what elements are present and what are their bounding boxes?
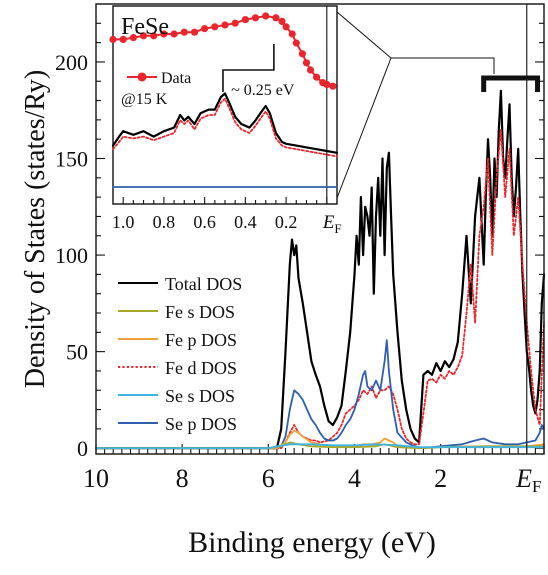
zoom-connector <box>336 11 541 199</box>
inset-data-point <box>323 80 331 88</box>
inset-data-point <box>221 21 229 29</box>
inset-data-point <box>272 14 280 22</box>
inset-x-tick-label: 0.8 <box>153 212 176 232</box>
connector-line-to-bracket <box>391 57 495 74</box>
x-tick-label: 8 <box>176 464 189 493</box>
x-tick-label: 4 <box>348 464 361 493</box>
main-plot-border <box>95 3 545 455</box>
legend-label-se-p-dos: Se p DOS <box>165 414 237 434</box>
x-axis-title: Binding energy (eV) <box>188 526 436 559</box>
y-tick-label: 50 <box>66 340 88 365</box>
x-tick-label: 2 <box>434 464 447 493</box>
inset-data-point <box>329 82 337 90</box>
inset-data-point <box>306 66 315 74</box>
y-tick-label: 0 <box>77 436 88 461</box>
inset-data-point <box>109 35 117 44</box>
inset-x-tick-label-fermi-main: E <box>322 212 335 233</box>
inset-annotation: ~ 0.25 eV <box>231 82 295 99</box>
y-tick-label: 150 <box>55 147 88 172</box>
inset-x-tick-label: 0.6 <box>193 212 216 232</box>
legend-label-fe-p-dos: Fe p DOS <box>165 330 237 350</box>
legend: Total DOS Fe s DOS Fe p DOS Fe d DOS Se s DO… <box>118 274 242 434</box>
inset-x-tick-label-fermi: EF <box>322 212 342 236</box>
inset-x-tick-label-fermi-sub: F <box>334 221 341 236</box>
inset-data-point <box>201 25 209 33</box>
inset-data-point <box>292 39 300 47</box>
inset-data-point <box>139 32 148 40</box>
legend-label-fe-s-dos: Fe s DOS <box>165 302 235 322</box>
inset-legend-swatch-marker <box>137 72 147 82</box>
inset-data-point <box>251 14 260 22</box>
inset-data-point <box>150 32 158 40</box>
inset-data-point <box>170 30 178 38</box>
inset-data-point <box>129 34 137 42</box>
legend-label-se-s-dos: Se s DOS <box>165 386 235 406</box>
inset-data-point <box>282 23 290 31</box>
inset-series-data-line <box>112 15 334 88</box>
connector-line-lower <box>336 57 392 199</box>
inset-title: FeSe <box>121 14 169 40</box>
inset-data-point <box>160 30 168 38</box>
series-total-dos <box>94 89 546 450</box>
x-tick-label: 6 <box>262 464 275 493</box>
inset-energy-bracket <box>222 44 275 92</box>
inset-legend-temperature: @15 K <box>121 91 168 108</box>
y-tick-label: 200 <box>55 50 88 75</box>
connector-line-upper <box>336 11 392 59</box>
x-tick-label-fermi-main: E <box>515 464 532 493</box>
inset-legend-label: Data <box>161 70 191 87</box>
inset-data-point <box>119 35 127 44</box>
y-tick-label: 100 <box>55 243 88 268</box>
y-axis-title: Density of States (states/Ry) <box>20 70 51 389</box>
inset-data-point <box>211 23 219 31</box>
inset-data-point <box>278 17 286 25</box>
legend-label-fe-d-dos: Fe d DOS <box>165 358 237 378</box>
inset-border <box>112 5 338 205</box>
inset-data-point <box>190 28 199 36</box>
main-series-group <box>94 89 546 450</box>
inset-data-point <box>262 12 270 20</box>
series-fe-d-dos <box>95 128 545 450</box>
inset-series-total-dos <box>111 92 339 154</box>
x-tick-label-fermi: EF <box>515 464 541 496</box>
x-tick-label: 10 <box>83 464 109 493</box>
inset-x-tick-label: 0.2 <box>275 212 298 232</box>
fermi-bracket <box>481 75 541 92</box>
series-se-s-dos <box>95 443 545 450</box>
inset-data-point <box>302 59 311 67</box>
inset-data-point <box>288 30 296 38</box>
inset-x-tick-label: 0.4 <box>234 212 257 232</box>
inset-data-point <box>313 73 321 81</box>
inset-series-fe-d-dos <box>112 97 338 158</box>
series-se-p-dos <box>95 339 545 450</box>
x-tick-label-fermi-sub: F <box>532 477 541 496</box>
inset-data-point <box>231 19 239 27</box>
inset-data-point <box>298 50 306 58</box>
legend-label-total-dos: Total DOS <box>165 274 242 294</box>
inset-data-point <box>241 16 249 24</box>
inset-x-tick-label: 1.0 <box>112 212 135 232</box>
inset-chart: 1.0 0.8 0.6 0.4 0.2 EF FeSe Data @15 K ~ 0.25 eV <box>109 5 342 236</box>
inset-data-point <box>180 28 188 36</box>
